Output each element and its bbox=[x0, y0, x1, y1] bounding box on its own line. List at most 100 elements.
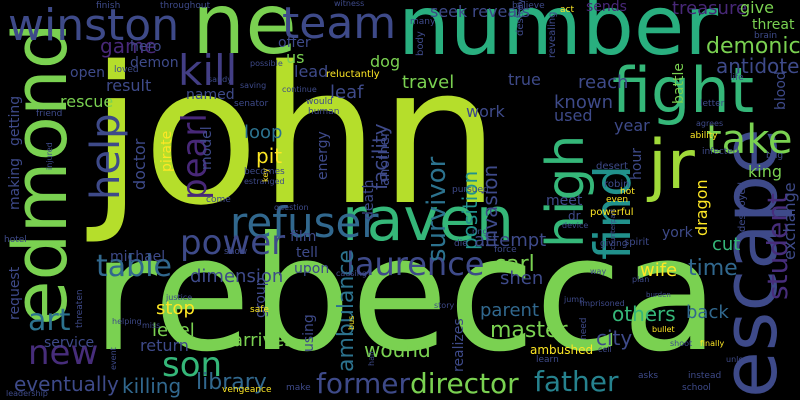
word-raven: raven bbox=[342, 185, 514, 255]
word-spirit: spirit bbox=[624, 237, 650, 248]
word-john: john bbox=[90, 26, 500, 247]
word-reveals: reveals bbox=[472, 2, 530, 21]
word-robin: robin bbox=[604, 179, 630, 190]
word-winston: winston bbox=[8, 0, 180, 51]
word-killing: killing bbox=[122, 374, 182, 398]
word-father: father bbox=[534, 365, 619, 398]
word-high: high bbox=[536, 134, 596, 248]
word-justice: justice bbox=[166, 293, 193, 302]
word-human: human bbox=[308, 107, 340, 117]
word-hour: hour bbox=[629, 147, 645, 180]
word-exchange: exchange bbox=[780, 182, 799, 260]
word-finish: finish bbox=[96, 1, 121, 11]
word-battle: battle bbox=[671, 63, 687, 104]
word-continue: continue bbox=[282, 85, 317, 94]
word-help: help bbox=[83, 113, 129, 200]
word-ambushed: ambushed bbox=[530, 343, 594, 357]
word-reach: reach bbox=[578, 72, 629, 93]
word-making: making bbox=[7, 158, 23, 210]
word-year: year bbox=[614, 116, 650, 135]
word-infected: infected bbox=[702, 147, 739, 157]
word-attempt: attempt bbox=[474, 230, 547, 251]
word-cell: cell bbox=[598, 345, 612, 354]
word-son: son bbox=[162, 345, 223, 385]
word-fight: fight bbox=[612, 54, 755, 127]
word-bus: bus bbox=[347, 315, 356, 330]
word-refuser: refuser bbox=[230, 198, 379, 247]
word-true: true bbox=[508, 70, 541, 89]
word-carl: carl bbox=[494, 252, 535, 277]
word-ne: ne bbox=[192, 0, 297, 73]
word-make: make bbox=[286, 383, 311, 393]
word-giving: giving bbox=[600, 239, 628, 249]
word-learn: learn bbox=[536, 355, 559, 365]
word-parent: parent bbox=[480, 300, 540, 321]
word-rescue: rescue bbox=[60, 92, 114, 111]
word-dog: dog bbox=[370, 52, 401, 71]
word-would: would bbox=[306, 97, 333, 107]
word-meet: meet bbox=[546, 193, 583, 209]
word-library: library bbox=[196, 370, 267, 395]
word-imprisoned: imprisoned bbox=[580, 299, 625, 308]
word-desert: desert bbox=[596, 161, 628, 172]
word-stop: stop bbox=[156, 298, 195, 319]
word-threaten: threaten bbox=[75, 289, 85, 328]
word-game: game bbox=[100, 34, 157, 58]
word-key: key bbox=[261, 167, 270, 182]
word-another: another bbox=[377, 131, 393, 186]
word-former: former bbox=[316, 367, 411, 400]
word-tell: tell bbox=[296, 245, 318, 261]
word-die: die bbox=[454, 239, 468, 249]
word-jr: jr bbox=[648, 126, 695, 205]
word-helping: helping bbox=[112, 317, 142, 326]
word-back: back bbox=[686, 302, 729, 323]
word-bullet: bullet bbox=[652, 325, 675, 334]
word-time: time bbox=[688, 256, 738, 281]
word-device: device bbox=[562, 221, 589, 230]
word-witness: witness bbox=[334, 0, 365, 8]
word-table: table bbox=[96, 249, 172, 284]
word-rebecca: rebecca bbox=[92, 203, 719, 387]
word-give: give bbox=[740, 0, 774, 17]
word-safe: safe bbox=[250, 305, 269, 315]
word-hair: hair bbox=[367, 350, 376, 366]
word-finally: finally bbox=[700, 339, 725, 348]
word-offer: offer bbox=[278, 35, 311, 51]
word-open: open bbox=[70, 65, 105, 81]
word-director: director bbox=[410, 367, 519, 400]
word-us: us bbox=[286, 48, 305, 67]
word-hot: hot bbox=[620, 187, 635, 197]
word-leadership: leadership bbox=[6, 389, 48, 398]
word-many: many bbox=[410, 17, 436, 27]
word-model: model bbox=[199, 126, 215, 170]
word-sandy: sandy bbox=[208, 75, 232, 84]
word-request: request bbox=[7, 266, 23, 320]
word-hotel: hotel bbox=[4, 235, 27, 245]
word-antidote: antidote bbox=[716, 54, 800, 78]
word-blood: blood bbox=[773, 71, 789, 110]
word-come: come bbox=[206, 195, 231, 205]
word-michael: michael bbox=[110, 249, 166, 265]
word-leaf: leaf bbox=[330, 82, 364, 103]
word-senator: senator bbox=[234, 99, 269, 109]
word-shen: shen bbox=[500, 268, 544, 289]
word-asks: asks bbox=[638, 371, 659, 381]
word-eventually: eventually bbox=[14, 372, 119, 396]
word-getting: getting bbox=[7, 95, 23, 146]
word-loved: loved bbox=[114, 65, 139, 75]
word-need: need bbox=[579, 317, 589, 341]
word-school: school bbox=[682, 383, 711, 393]
word-lead: lead bbox=[294, 62, 329, 81]
word-king: king bbox=[748, 162, 783, 181]
word-hero: hero bbox=[130, 39, 162, 55]
word-force: force bbox=[494, 245, 517, 255]
word-body: body bbox=[415, 31, 426, 56]
word-plan: plan bbox=[632, 275, 650, 284]
word-throughout: throughout bbox=[160, 1, 211, 11]
word-york: york bbox=[662, 225, 693, 241]
word-friend: friend bbox=[36, 109, 63, 119]
word-ring: ring bbox=[472, 227, 488, 236]
word-treasure: treasure bbox=[672, 0, 748, 19]
word-energy: energy bbox=[315, 131, 331, 180]
word-counterpart: counterpart bbox=[609, 208, 617, 250]
